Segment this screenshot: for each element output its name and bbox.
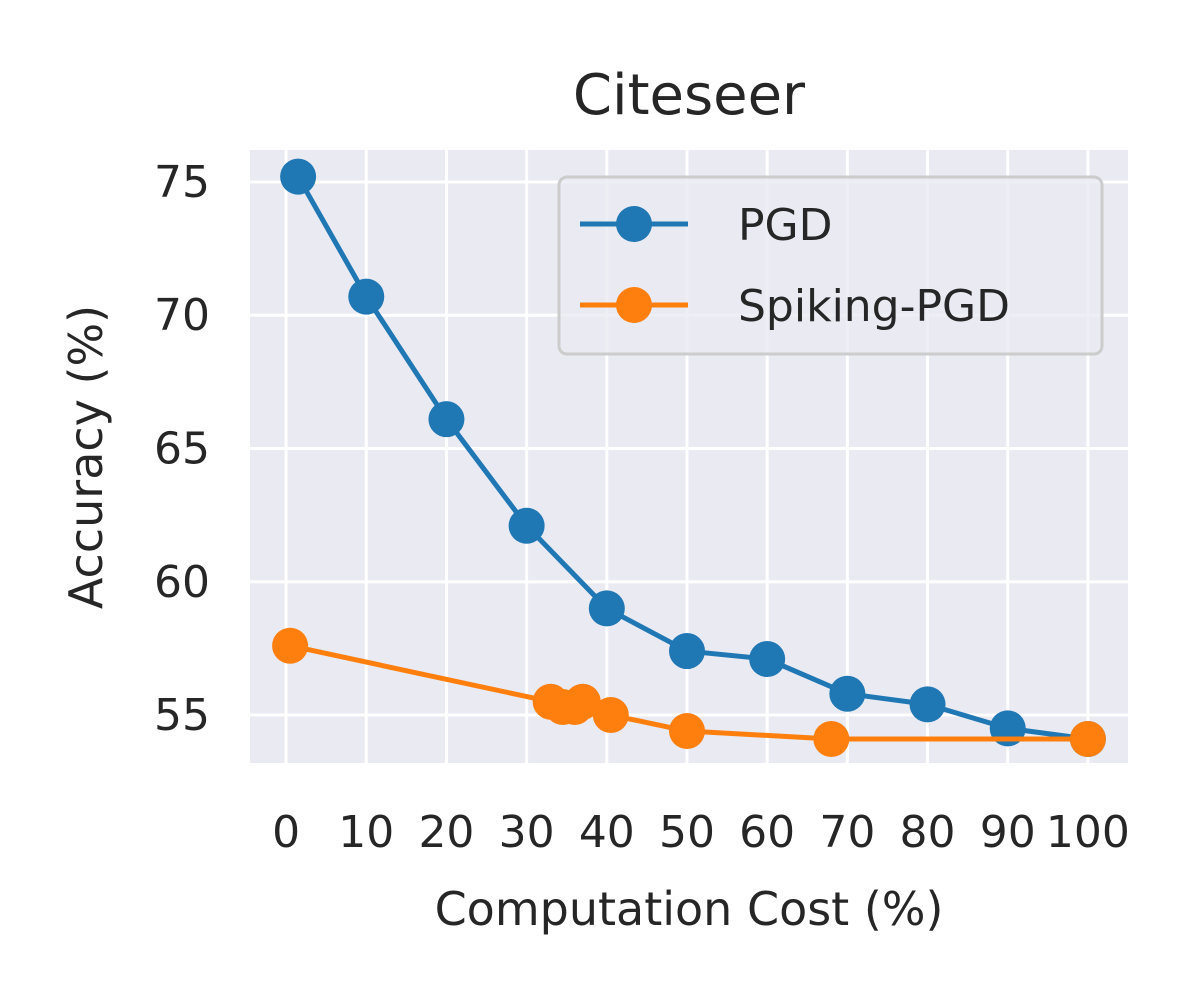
data-point-pgd — [668, 633, 705, 670]
x-tick-label: 60 — [739, 807, 795, 858]
chart-title: Citeseer — [573, 63, 806, 128]
x-tick-label: 100 — [1046, 807, 1130, 858]
series-layer — [272, 158, 1106, 758]
data-point-spiking-pgd — [1069, 721, 1106, 758]
data-point-pgd — [749, 641, 786, 678]
y-tick-label: 60 — [154, 557, 210, 608]
data-point-pgd — [508, 507, 545, 544]
x-tick-labels: 0 10 20 30 40 50 60 70 80 90 100 — [272, 807, 1130, 858]
x-tick-label: 20 — [418, 807, 474, 858]
x-tick-label: 90 — [980, 807, 1036, 858]
data-point-pgd — [428, 401, 465, 438]
data-point-pgd — [829, 675, 866, 712]
x-tick-label: 0 — [272, 807, 300, 858]
x-tick-label: 10 — [338, 807, 394, 858]
data-point-pgd — [909, 686, 946, 723]
x-tick-label: 30 — [499, 807, 555, 858]
data-point-spiking-pgd — [668, 713, 705, 750]
x-tick-label: 80 — [900, 807, 956, 858]
data-point-spiking-pgd — [564, 683, 601, 720]
y-tick-label: 70 — [154, 290, 210, 341]
data-point-spiking-pgd — [813, 721, 850, 758]
legend-marker-spiking-pgd — [616, 287, 652, 323]
x-tick-label: 40 — [579, 807, 635, 858]
legend-label-spiking-pgd: Spiking-PGD — [738, 281, 1010, 332]
y-tick-label: 55 — [154, 690, 210, 741]
legend-label-pgd: PGD — [738, 200, 833, 251]
data-point-pgd — [348, 278, 385, 315]
legend-marker-pgd — [616, 206, 652, 242]
x-tick-label: 70 — [819, 807, 875, 858]
series-spiking-pgd — [272, 627, 1106, 758]
data-point-spiking-pgd — [592, 697, 629, 734]
y-axis-label: Accuracy (%) — [59, 305, 113, 609]
data-point-spiking-pgd — [272, 627, 309, 664]
x-axis-label: Computation Cost (%) — [435, 882, 944, 936]
x-tick-label: 50 — [659, 807, 715, 858]
y-tick-label: 65 — [154, 424, 210, 475]
y-tick-label: 75 — [154, 157, 210, 208]
y-tick-labels: 55 60 65 70 75 — [154, 157, 210, 741]
legend: PGD Spiking-PGD — [557, 175, 1104, 356]
data-point-pgd — [280, 158, 317, 195]
data-point-pgd — [588, 590, 625, 627]
legend-box — [557, 175, 1104, 356]
